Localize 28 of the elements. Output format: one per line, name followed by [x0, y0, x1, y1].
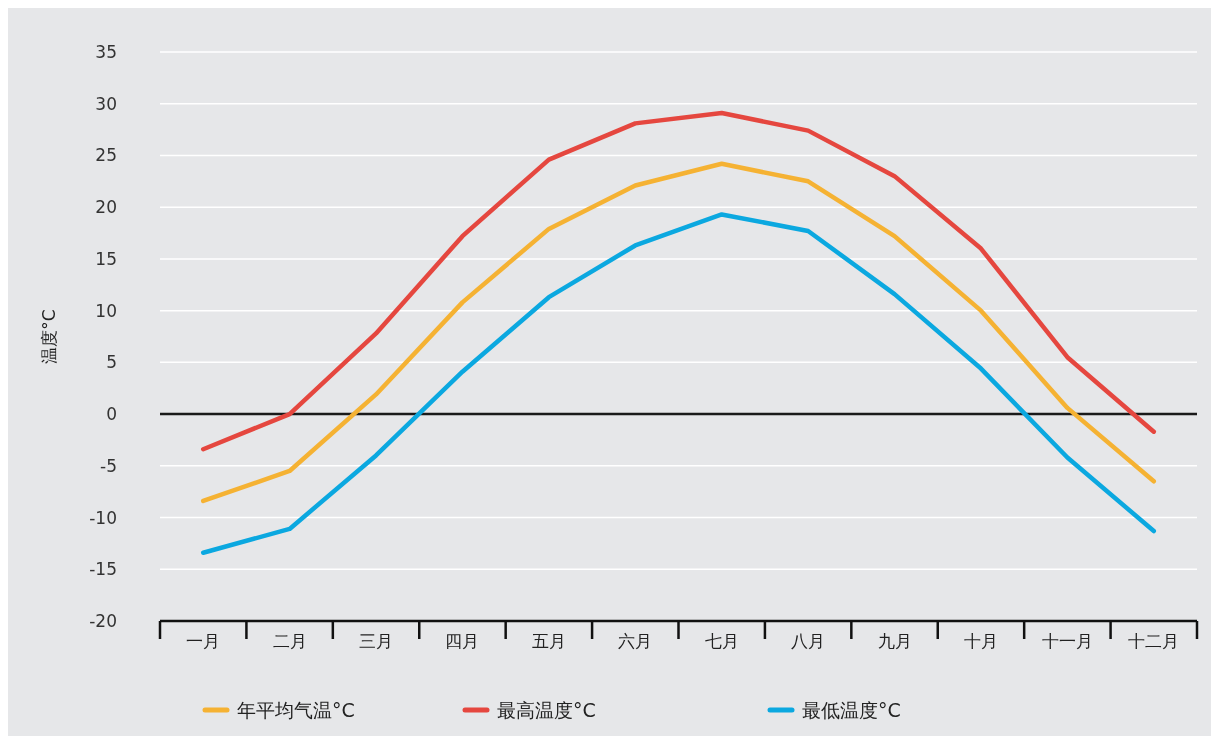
y-tick-label: 0 [106, 404, 117, 425]
x-tick-label: 二月 [272, 631, 307, 651]
x-tick-label: 一月 [186, 631, 221, 651]
x-tick-label: 五月 [531, 631, 566, 651]
y-tick-label: -15 [89, 559, 117, 580]
y-tick-label: 10 [95, 300, 117, 321]
y-tick-label: 30 [95, 93, 117, 114]
x-tick-label: 七月 [704, 631, 739, 651]
x-tick-label: 四月 [445, 631, 480, 651]
x-tick-label: 三月 [359, 631, 394, 651]
y-tick-label: 35 [95, 42, 117, 62]
y-axis-title: 温度°C [39, 309, 59, 364]
x-tick-label: 八月 [791, 631, 826, 651]
y-tick-label: 5 [106, 352, 117, 373]
y-tick-label: -5 [100, 455, 117, 476]
x-tick-label: 十月 [963, 631, 998, 651]
y-tick-label: 15 [95, 248, 117, 269]
y-tick-label: -20 [89, 611, 117, 631]
x-tick-label: 六月 [618, 631, 653, 651]
y-tick-label: 25 [95, 145, 117, 166]
x-tick-label: 九月 [877, 631, 912, 651]
x-tick-label: 十二月 [1128, 631, 1180, 651]
legend-label: 最低温度°C [802, 699, 901, 721]
legend-label: 年平均气温°C [237, 699, 355, 721]
legend-label: 最高温度°C [497, 699, 596, 721]
y-tick-label: -10 [89, 507, 117, 528]
y-tick-label: 20 [95, 197, 117, 218]
x-tick-label: 十一月 [1041, 631, 1093, 651]
